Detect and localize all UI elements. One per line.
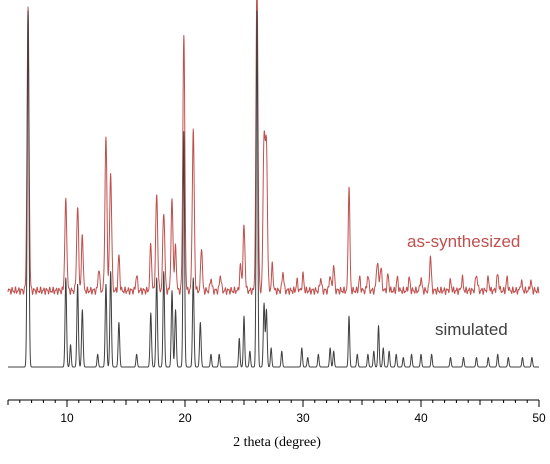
plot-area — [7, 0, 540, 368]
x-tick-label-10: 10 — [60, 411, 74, 425]
x-axis-tick-labels: 10 20 30 40 50 — [60, 411, 546, 425]
simulated-pattern-line — [7, 10, 540, 368]
x-tick-label-20: 20 — [178, 411, 192, 425]
x-tick-label-30: 30 — [296, 411, 310, 425]
simulated-label: simulated — [435, 320, 508, 339]
x-axis-title: 2 theta (degree) — [233, 435, 321, 450]
as-synthesized-pattern-line — [7, 0, 540, 295]
x-tick-label-50: 50 — [532, 411, 546, 425]
as-synthesized-label: as-synthesized — [407, 232, 520, 251]
x-axis-ticks — [7, 400, 540, 407]
x-tick-label-40: 40 — [414, 411, 428, 425]
